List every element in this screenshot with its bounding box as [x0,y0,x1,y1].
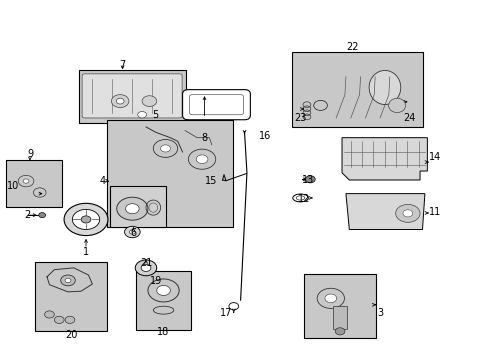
Circle shape [81,216,91,223]
Circle shape [141,264,151,271]
Circle shape [39,213,45,218]
Text: 9: 9 [27,149,33,159]
FancyBboxPatch shape [189,95,243,115]
Bar [110,186,166,227]
Bar [332,306,346,329]
Text: 24: 24 [403,113,415,123]
Bar [5,160,61,207]
Text: 15: 15 [205,176,217,186]
Ellipse shape [368,71,400,104]
Circle shape [135,260,157,276]
Polygon shape [345,194,424,229]
Bar [136,271,190,330]
Bar [304,274,375,338]
Text: 12: 12 [298,194,310,204]
Text: 19: 19 [149,276,162,286]
Text: 6: 6 [130,228,136,238]
Text: 22: 22 [346,42,358,52]
Circle shape [129,230,135,234]
Text: 11: 11 [428,207,440,217]
Circle shape [65,316,75,323]
FancyBboxPatch shape [82,74,182,118]
Circle shape [18,175,34,187]
Circle shape [188,149,215,169]
Text: 21: 21 [140,258,152,268]
Circle shape [138,112,146,118]
Ellipse shape [388,98,405,113]
Text: 2: 2 [24,210,30,220]
Circle shape [116,98,124,104]
Text: 13: 13 [302,175,314,185]
Text: 16: 16 [259,131,271,141]
Circle shape [160,145,170,152]
Circle shape [142,96,157,107]
Circle shape [305,176,315,183]
Circle shape [64,203,108,235]
Text: 18: 18 [157,327,169,337]
Circle shape [196,155,207,163]
Text: 14: 14 [428,152,440,162]
FancyBboxPatch shape [182,90,250,120]
Text: 7: 7 [119,60,125,70]
Circle shape [124,226,140,238]
Text: 4: 4 [99,176,105,186]
Circle shape [65,278,71,283]
Circle shape [117,197,148,220]
Circle shape [125,204,139,214]
Text: 3: 3 [376,308,383,318]
Polygon shape [341,138,427,180]
Circle shape [44,311,54,318]
Circle shape [402,210,412,217]
Circle shape [72,210,100,229]
Circle shape [153,139,177,157]
Circle shape [395,204,419,222]
Circle shape [148,279,179,302]
Bar [107,121,232,227]
Text: 17: 17 [219,309,232,318]
Bar [292,52,422,127]
Circle shape [157,285,170,296]
Text: 20: 20 [65,330,78,340]
Circle shape [61,275,75,286]
Circle shape [334,328,344,335]
Text: 5: 5 [152,111,159,121]
Text: 10: 10 [6,181,19,191]
Bar [79,69,185,123]
Text: 8: 8 [201,133,207,143]
Bar [35,262,107,330]
Circle shape [111,95,129,108]
Text: 1: 1 [83,247,89,257]
Circle shape [317,288,344,309]
Circle shape [54,316,64,323]
Circle shape [325,294,336,303]
Text: 23: 23 [294,113,306,123]
Circle shape [23,179,29,183]
